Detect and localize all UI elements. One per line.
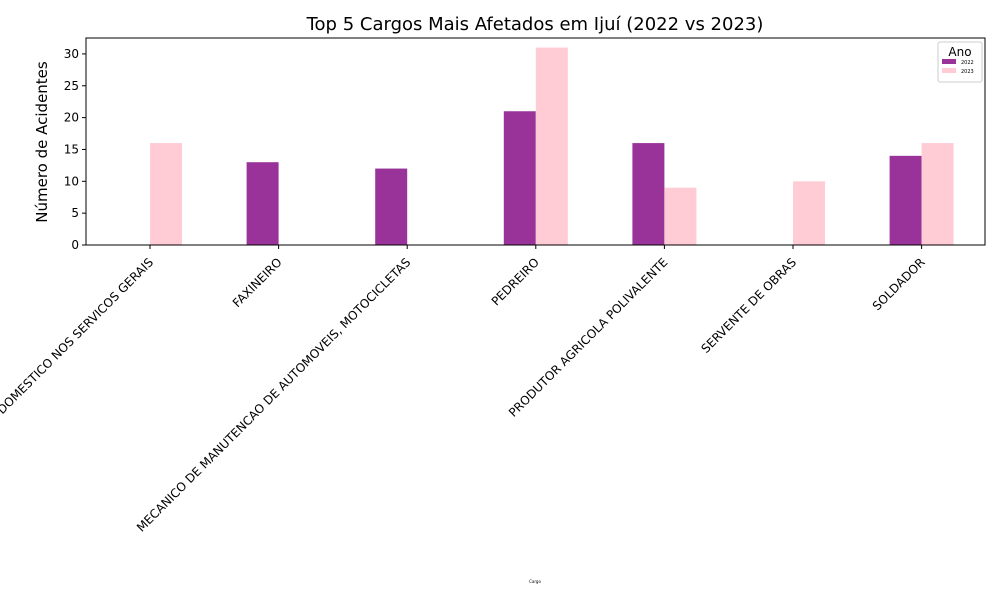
- x-tick-label: SERVENTE DE OBRAS: [698, 255, 799, 356]
- y-axis-label: Número de Acidentes: [33, 61, 51, 223]
- legend: Ano 2022 2023: [937, 41, 983, 83]
- y-tick-label: 0: [71, 238, 79, 252]
- x-tick-label: MECANICO DE MANUTENCAO DE AUTOMOVEIS, MO…: [134, 255, 413, 534]
- y-tick-label: 20: [64, 111, 79, 125]
- y-tick-label: 15: [64, 142, 79, 156]
- x-tick-label: PEDREIRO: [489, 255, 542, 308]
- y-tick-label: 10: [64, 174, 79, 188]
- bar-2023-5: [793, 181, 825, 245]
- x-tick-label: FAXINEIRO: [230, 255, 285, 310]
- bar-2023-3: [535, 47, 568, 245]
- legend-swatch-2022: [942, 59, 956, 64]
- y-tick-label: 25: [64, 79, 79, 93]
- legend-label-2023: 2023: [961, 69, 974, 75]
- bar-2023-6: [921, 143, 954, 245]
- x-tick-label: SOLDADOR: [870, 255, 928, 313]
- bar-2022-4: [632, 143, 665, 245]
- legend-swatch-2023: [942, 68, 956, 73]
- x-tick-label: EMPREGADO DOMESTICO NOS SERVICOS GERAIS: [0, 255, 156, 474]
- bar-2023-4: [664, 187, 697, 245]
- bar-2022-1: [246, 162, 279, 245]
- x-tick-label: PRODUTOR AGRICOLA POLIVALENTE: [506, 255, 671, 420]
- chart-title: Top 5 Cargos Mais Afetados em Ijuí (2022…: [306, 14, 764, 35]
- legend-label-2022: 2022: [961, 60, 974, 66]
- bar-2022-6: [889, 155, 922, 245]
- bar-2022-3: [503, 111, 536, 245]
- x-axis-label: Cargo: [529, 579, 541, 584]
- y-tick-label: 5: [71, 206, 79, 220]
- bar-2023-0: [150, 143, 182, 245]
- bar-2022-2: [375, 168, 408, 245]
- plot-area: 0 5 10 15 20 25 30 EMPREGADO DOMESTICO NOS SERV…: [0, 37, 986, 535]
- y-tick-label: 30: [64, 47, 79, 61]
- legend-title: Ano: [948, 45, 971, 59]
